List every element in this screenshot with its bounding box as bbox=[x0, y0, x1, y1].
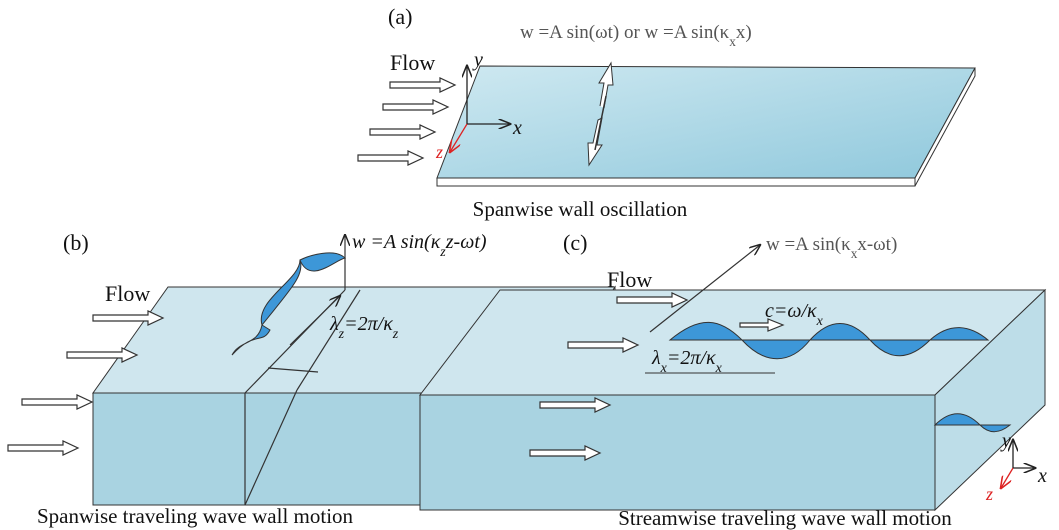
flow-label: Flow bbox=[105, 281, 150, 306]
flow-label: Flow bbox=[607, 267, 652, 292]
text-part: =2π/κ bbox=[344, 313, 393, 335]
axis-label: y bbox=[1000, 430, 1011, 452]
text-part: =2π/κ bbox=[667, 347, 716, 369]
diagram: (a) w =A sin(ωt) or w =A sin(κxx) Flow y… bbox=[0, 0, 1059, 530]
text-part: λ bbox=[329, 313, 339, 335]
axis-label: x bbox=[512, 117, 522, 139]
caption: Streamwise traveling wave wall motion bbox=[618, 506, 952, 530]
panel-label: (b) bbox=[63, 230, 89, 255]
text-part: w =A sin(κ bbox=[766, 234, 851, 255]
equation: w =A sin(κzz-ωt) bbox=[352, 231, 487, 260]
subscript: z bbox=[392, 327, 399, 342]
text-part: c=ω/κ bbox=[765, 300, 817, 322]
wave bbox=[300, 253, 345, 271]
subscript: x bbox=[816, 314, 824, 329]
slab-edge bbox=[437, 178, 915, 186]
z-axis bbox=[1001, 468, 1013, 488]
axis-label: y bbox=[472, 49, 483, 71]
axis-label: x bbox=[1037, 465, 1047, 487]
text-part: λ bbox=[651, 347, 661, 369]
caption: Spanwise traveling wave wall motion bbox=[37, 504, 354, 528]
text-part: w =A sin(ωt) or w =A sin(κ bbox=[520, 22, 730, 43]
axis-label: z bbox=[435, 142, 443, 162]
flow-label: Flow bbox=[390, 50, 435, 75]
text-part: x) bbox=[736, 22, 752, 43]
panel-c: (c) w =A sin(κxx-ωt) Flow c=ω/κx λx=2π/κ… bbox=[420, 230, 1047, 530]
text-part: z-ωt) bbox=[445, 231, 487, 253]
equation: w =A sin(ωt) or w =A sin(κxx) bbox=[520, 22, 752, 49]
panel-label: (a) bbox=[388, 4, 412, 29]
subscript: x bbox=[715, 361, 723, 376]
text-part: x-ωt) bbox=[857, 234, 897, 255]
text-part: w =A sin(κ bbox=[352, 231, 441, 253]
panel-label: (c) bbox=[563, 230, 587, 255]
equation: w =A sin(κxx-ωt) bbox=[766, 234, 897, 261]
caption: Spanwise wall oscillation bbox=[473, 197, 688, 221]
axis-label: z bbox=[985, 484, 993, 504]
panel-a: (a) w =A sin(ωt) or w =A sin(κxx) Flow y… bbox=[358, 4, 975, 221]
box-front bbox=[420, 395, 935, 510]
